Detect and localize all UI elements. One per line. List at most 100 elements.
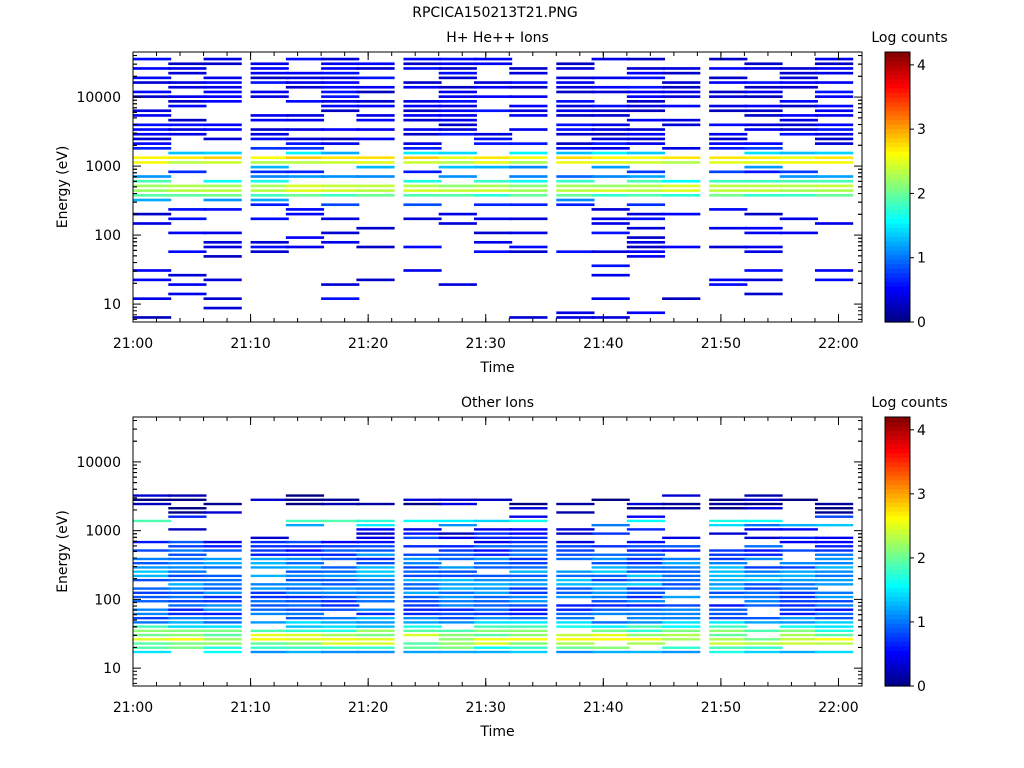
heatmap-cell: [779, 642, 818, 645]
heatmap-cell: [473, 62, 513, 66]
heatmap-cell: [203, 240, 242, 244]
colorbar-label: Log counts: [871, 395, 947, 411]
heatmap-cell: [321, 633, 360, 637]
heatmap-cell: [285, 587, 325, 590]
heatmap-cell: [133, 95, 172, 98]
heatmap-cell: [168, 494, 207, 497]
colorbar-tick-label: 2: [917, 186, 926, 202]
heatmap-cell: [744, 156, 783, 160]
heatmap-cell: [168, 553, 207, 556]
heatmap-cell: [473, 250, 513, 254]
heatmap-cell: [814, 222, 854, 225]
colorbar-swatch: [885, 448, 910, 454]
colorbar-tick-label: 3: [917, 122, 926, 138]
heatmap-cell: [744, 570, 783, 573]
heatmap-cell: [556, 545, 595, 548]
heatmap-cell: [662, 156, 701, 160]
heatmap-cell: [168, 595, 207, 599]
heatmap-cell: [509, 515, 548, 518]
heatmap-cell: [356, 587, 395, 590]
heatmap-cell: [203, 161, 242, 164]
heatmap-cell: [814, 175, 854, 178]
heatmap-cell: [168, 583, 207, 586]
heatmap-cell: [285, 147, 325, 150]
heatmap-cell: [556, 502, 595, 506]
heatmap-cell: [744, 650, 783, 654]
heatmap-cell: [591, 608, 630, 611]
heatmap-cell: [509, 570, 548, 573]
heatmap-cell: [626, 570, 666, 573]
heatmap-cell: [709, 553, 748, 556]
heatmap-cell: [356, 184, 395, 188]
heatmap-cell: [321, 283, 360, 286]
heatmap-cell: [556, 311, 595, 315]
heatmap-cell: [662, 494, 701, 497]
colorbar-tick-label: 1: [917, 615, 926, 631]
heatmap-cell: [662, 570, 701, 573]
colorbar-swatch: [885, 654, 910, 660]
heatmap-cell: [356, 621, 395, 624]
x-tick-label: 21:20: [348, 700, 388, 716]
y-tick-label: 10: [103, 297, 121, 313]
heatmap-cell: [321, 109, 360, 113]
heatmap-cell: [203, 306, 242, 310]
colorbar-swatch: [885, 417, 910, 423]
heatmap-cell: [473, 608, 513, 611]
heatmap-cell: [662, 90, 701, 94]
heatmap-cell: [556, 638, 595, 641]
heatmap-cell: [814, 71, 854, 75]
heatmap-cell: [203, 245, 242, 249]
heatmap-cell: [814, 612, 854, 616]
heatmap-cell: [556, 650, 595, 654]
colorbar-swatch: [885, 232, 910, 238]
heatmap-cell: [744, 494, 783, 497]
heatmap-cell: [356, 595, 395, 599]
heatmap-cell: [556, 67, 595, 70]
heatmap-cell: [403, 557, 442, 561]
heatmap-cell: [709, 95, 748, 98]
heatmap-cell: [744, 142, 783, 145]
y-tick-label: 10: [103, 661, 121, 677]
colorbar-swatch: [885, 254, 910, 260]
x-tick-label: 21:40: [583, 700, 623, 716]
heatmap-cell: [709, 612, 748, 616]
colorbar-swatch: [885, 65, 910, 71]
heatmap-cell: [321, 502, 360, 506]
heatmap-cell: [814, 184, 854, 188]
heatmap-cell: [473, 574, 513, 578]
heatmap-cell: [744, 549, 783, 552]
heatmap-cell: [473, 642, 513, 645]
heatmap-cell: [473, 57, 513, 61]
colorbar-tick-label: 1: [917, 251, 926, 267]
heatmap-cell: [814, 625, 854, 628]
heatmap-cell: [591, 114, 630, 117]
heatmap-cell: [168, 100, 207, 103]
heatmap-cell: [285, 604, 325, 607]
heatmap-cell: [709, 137, 748, 141]
heatmap-cell: [779, 123, 818, 127]
heatmap-cell: [403, 62, 442, 66]
heatmap-cell: [250, 156, 289, 160]
heatmap-cell: [438, 642, 477, 645]
colorbar-swatch: [885, 250, 910, 256]
heatmap-cell: [403, 591, 442, 594]
heatmap-cell: [556, 616, 595, 620]
colorbar-swatch: [885, 61, 910, 67]
heatmap-cell: [250, 81, 289, 84]
heatmap-cell: [626, 650, 666, 654]
heatmap-cell: [438, 118, 477, 122]
heatmap-cell: [285, 557, 325, 561]
heatmap-cell: [203, 557, 242, 561]
heatmap-cell: [556, 633, 595, 637]
heatmap-cell: [556, 85, 595, 89]
heatmap-cell: [356, 612, 395, 616]
heatmap-cell: [321, 104, 360, 108]
heatmap-cell: [285, 137, 325, 141]
heatmap-cell: [779, 175, 818, 178]
heatmap-cell: [203, 297, 242, 300]
heatmap-cell: [438, 523, 477, 527]
heatmap-cell: [250, 574, 289, 578]
heatmap-cell: [356, 104, 395, 108]
heatmap-cell: [321, 137, 360, 141]
heatmap-cell: [250, 621, 289, 624]
